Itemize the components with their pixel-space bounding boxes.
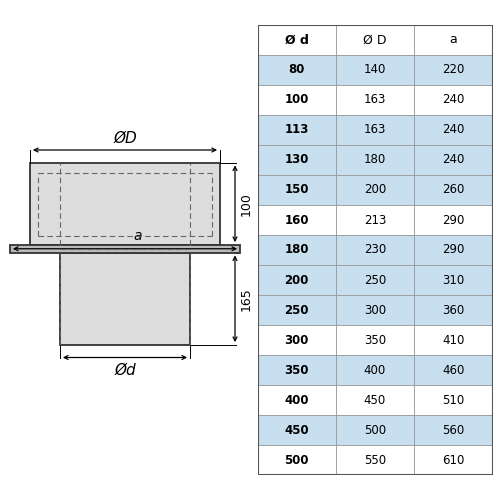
- Text: 250: 250: [284, 304, 309, 316]
- Bar: [414, 385, 492, 415]
- Bar: [414, 25, 492, 55]
- Text: 400: 400: [364, 364, 386, 376]
- Text: 300: 300: [284, 334, 309, 346]
- Bar: [336, 175, 414, 205]
- Text: 450: 450: [284, 424, 309, 436]
- Text: 200: 200: [284, 274, 309, 286]
- Text: 550: 550: [364, 454, 386, 466]
- Text: 360: 360: [442, 304, 464, 316]
- Text: Ø d: Ø d: [284, 34, 308, 46]
- Bar: [336, 55, 414, 85]
- Bar: [414, 415, 492, 445]
- Text: Ød: Ød: [114, 362, 136, 378]
- Text: 100: 100: [284, 94, 309, 106]
- Bar: [258, 355, 336, 385]
- Bar: [336, 355, 414, 385]
- Text: Ø D: Ø D: [363, 34, 387, 46]
- Bar: [414, 205, 492, 235]
- Text: 260: 260: [442, 184, 464, 196]
- Bar: [258, 445, 336, 475]
- Bar: [336, 295, 414, 325]
- Text: 220: 220: [442, 64, 464, 76]
- Bar: [258, 385, 336, 415]
- Text: 230: 230: [364, 244, 386, 256]
- Text: 300: 300: [364, 304, 386, 316]
- Bar: [336, 415, 414, 445]
- Bar: [414, 355, 492, 385]
- Bar: [336, 115, 414, 145]
- Text: 80: 80: [288, 64, 305, 76]
- Bar: [258, 295, 336, 325]
- Text: 510: 510: [442, 394, 464, 406]
- Bar: [336, 235, 414, 265]
- Text: a: a: [133, 229, 142, 244]
- Bar: [414, 145, 492, 175]
- Text: 410: 410: [442, 334, 464, 346]
- Bar: [258, 85, 336, 115]
- Bar: [60, 252, 190, 345]
- Text: 250: 250: [364, 274, 386, 286]
- Bar: [30, 162, 220, 245]
- Text: 163: 163: [364, 94, 386, 106]
- Bar: [414, 235, 492, 265]
- Text: 350: 350: [364, 334, 386, 346]
- Bar: [10, 245, 240, 252]
- Text: 165: 165: [240, 287, 252, 310]
- Text: 160: 160: [284, 214, 309, 226]
- Bar: [258, 175, 336, 205]
- Text: 290: 290: [442, 244, 464, 256]
- Text: 310: 310: [442, 274, 464, 286]
- Bar: [336, 445, 414, 475]
- Text: 240: 240: [442, 154, 464, 166]
- Text: 240: 240: [442, 124, 464, 136]
- Text: 140: 140: [364, 64, 386, 76]
- Bar: [258, 265, 336, 295]
- Bar: [414, 115, 492, 145]
- Bar: [336, 325, 414, 355]
- Bar: [258, 145, 336, 175]
- Text: 500: 500: [284, 454, 309, 466]
- Bar: [258, 115, 336, 145]
- Bar: [336, 25, 414, 55]
- Text: 460: 460: [442, 364, 464, 376]
- Bar: [336, 145, 414, 175]
- Text: 610: 610: [442, 454, 464, 466]
- Text: 180: 180: [284, 244, 309, 256]
- Text: 290: 290: [442, 214, 464, 226]
- Text: 560: 560: [442, 424, 464, 436]
- Bar: [414, 55, 492, 85]
- Bar: [336, 385, 414, 415]
- Text: 100: 100: [240, 192, 252, 216]
- Text: a: a: [450, 34, 457, 46]
- Bar: [336, 265, 414, 295]
- Text: 350: 350: [284, 364, 309, 376]
- Text: 180: 180: [364, 154, 386, 166]
- Text: 500: 500: [364, 424, 386, 436]
- Bar: [258, 235, 336, 265]
- Bar: [258, 205, 336, 235]
- Bar: [336, 205, 414, 235]
- Text: 213: 213: [364, 214, 386, 226]
- Bar: [414, 175, 492, 205]
- Bar: [336, 85, 414, 115]
- Text: 400: 400: [284, 394, 309, 406]
- Bar: [414, 85, 492, 115]
- Text: 240: 240: [442, 94, 464, 106]
- Text: 150: 150: [284, 184, 309, 196]
- Bar: [414, 265, 492, 295]
- Text: 163: 163: [364, 124, 386, 136]
- Text: 200: 200: [364, 184, 386, 196]
- Bar: [258, 325, 336, 355]
- Text: ØD: ØD: [113, 130, 137, 146]
- Bar: [258, 25, 336, 55]
- Bar: [414, 295, 492, 325]
- Text: 450: 450: [364, 394, 386, 406]
- Bar: [414, 325, 492, 355]
- Text: 130: 130: [284, 154, 309, 166]
- Bar: [414, 445, 492, 475]
- Text: 113: 113: [284, 124, 309, 136]
- Bar: [258, 415, 336, 445]
- Bar: [258, 55, 336, 85]
